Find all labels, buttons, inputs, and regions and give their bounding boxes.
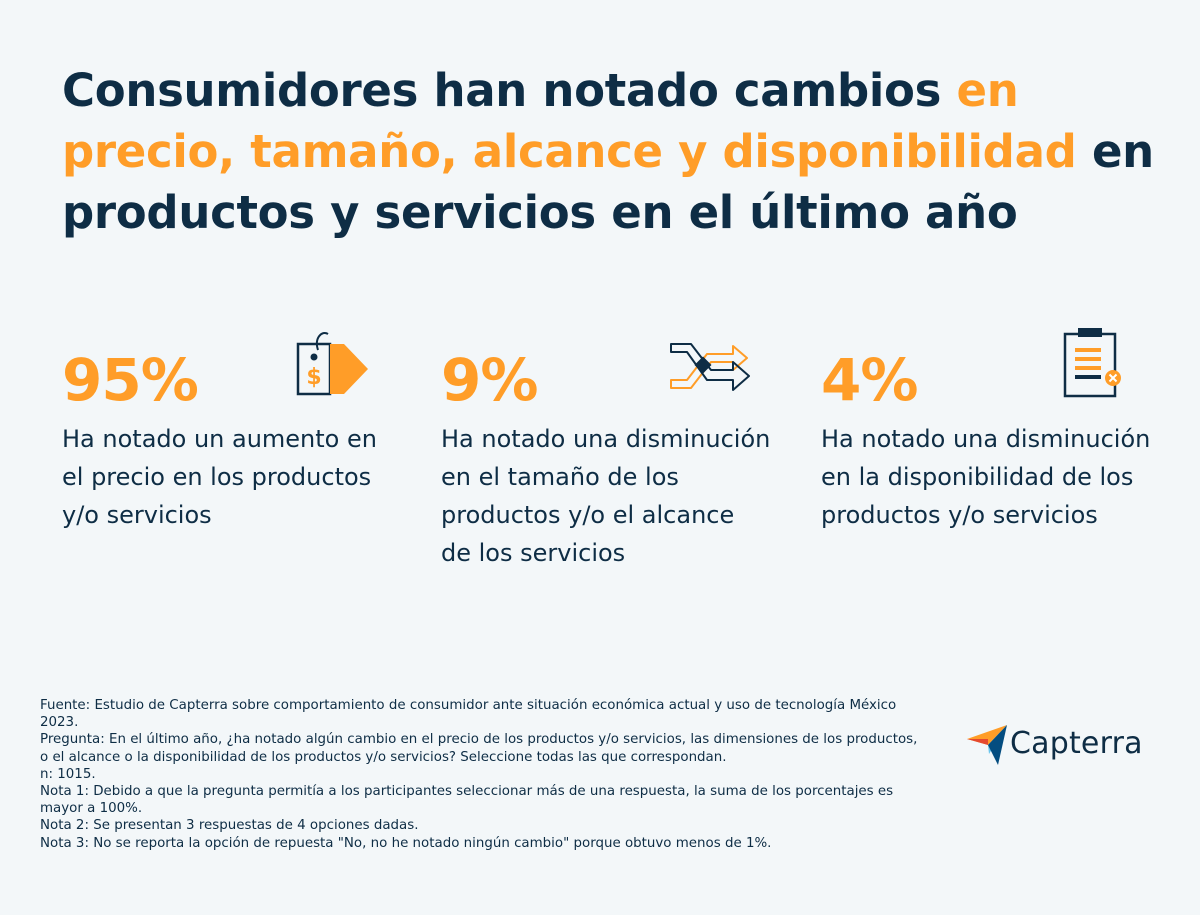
clipboard-x-icon <box>1063 328 1121 398</box>
brand-name: Capterra <box>1010 726 1143 761</box>
capterra-logo: Capterra <box>967 722 1167 768</box>
page-title: Consumidores han notado cambios en preci… <box>62 60 1162 243</box>
title-accent: en precio, tamaño, alcance y disponibili… <box>62 64 1077 178</box>
capterra-arrow-icon <box>967 725 1007 765</box>
title-part-2: en productos y servicios en el último añ… <box>62 125 1154 239</box>
stat-description: Ha notado un aumento en el precio en los… <box>62 425 377 529</box>
stat-description: Ha notado una disminución en el tamaño d… <box>441 425 771 567</box>
footnote-source: Fuente: Estudio de Capterra sobre compor… <box>40 698 897 731</box>
footnote-note-2: Nota 2: Se presentan 3 respuestas de 4 o… <box>40 818 419 834</box>
stat-percent: 9% <box>441 346 538 414</box>
svg-text:$: $ <box>306 365 321 390</box>
stat-percent: 4% <box>821 346 918 414</box>
stat-description: Ha notado una disminución en la disponib… <box>821 425 1151 529</box>
footnote-question: Pregunta: En el último año, ¿ha notado a… <box>40 732 918 765</box>
title-part-1: Consumidores han notado cambios <box>62 64 957 117</box>
shuffle-arrows-icon <box>670 343 750 391</box>
footnote-note-1: Nota 1: Debido a que la pregunta permití… <box>40 784 894 817</box>
price-tag-icon: $ <box>296 332 368 396</box>
stat-percent: 95% <box>62 346 199 414</box>
footnotes: Fuente: Estudio de Capterra sobre compor… <box>40 697 920 852</box>
footnote-note-3: Nota 3: No se reporta la opción de repue… <box>40 835 772 851</box>
footnote-sample: n: 1015. <box>40 766 96 782</box>
